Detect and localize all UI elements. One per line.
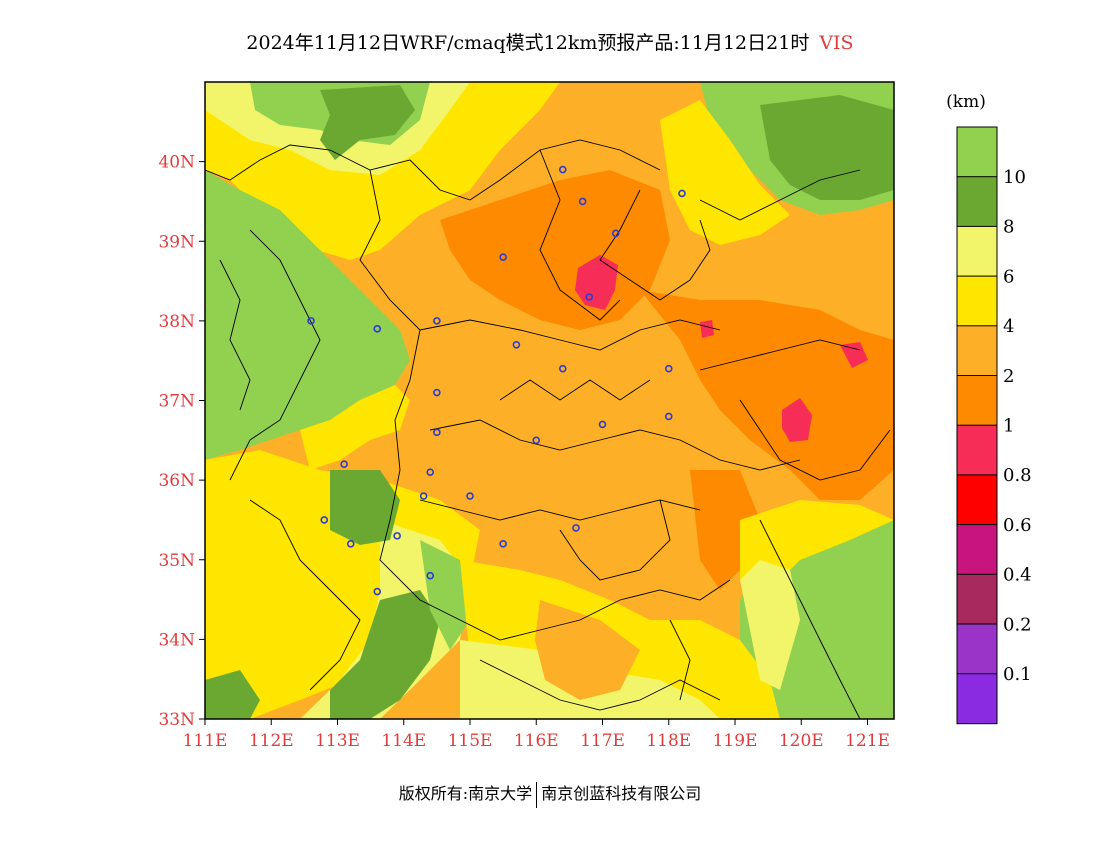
colorbar-bin: [956, 126, 998, 178]
station-marker: [664, 412, 673, 421]
vis-region-west-yellow-edge: [300, 385, 410, 470]
colorbar-label: 0.8: [1003, 465, 1032, 486]
province-borders: [205, 139, 891, 719]
station-marker: [393, 532, 401, 540]
station-marker: [419, 492, 428, 500]
lat-tick-label: 34N: [158, 630, 195, 650]
lat-tick-label: 36N: [158, 471, 195, 491]
lon-tick-label: 120E: [779, 731, 824, 751]
station-marker: [598, 420, 607, 429]
city-stations: [307, 165, 686, 596]
colorbar-label: 6: [1003, 266, 1014, 287]
colorbar-bin: [956, 573, 998, 625]
vis-region-southwest-green: [330, 470, 400, 545]
colorbar-label: 2: [1003, 366, 1014, 387]
colorbar-label: 10: [1003, 167, 1026, 188]
colorbar-bin: [956, 176, 998, 228]
station-marker: [426, 571, 435, 580]
map-title: 2024年11月12日WRF/cmaq模式12km预报产品:11月12日21时 V…: [0, 28, 1100, 55]
station-marker: [346, 540, 355, 548]
lon-tick-label: 115E: [448, 731, 493, 751]
station-marker: [373, 325, 382, 333]
station-marker: [512, 340, 521, 349]
vis-region-coast-red: [840, 342, 868, 368]
colorbar-bin: [956, 424, 998, 476]
station-marker: [558, 165, 567, 174]
copyright-line: 版权所有:南京大学 南京创蓝科技有限公司: [0, 780, 1100, 808]
lat-tick-label: 38N: [158, 312, 195, 332]
vis-region-southwest-yellow: [205, 450, 480, 719]
lon-tick-label: 114E: [381, 731, 426, 751]
copyright-separator: [536, 781, 538, 808]
lon-tick-label: 121E: [845, 731, 890, 751]
colorbar-label: 8: [1003, 217, 1014, 238]
station-marker: [678, 189, 686, 198]
colorbar-label: 0.6: [1003, 515, 1032, 536]
vis-region-southwest-light: [420, 540, 470, 650]
colorbar-bin: [956, 474, 998, 526]
station-marker: [426, 468, 435, 476]
lon-tick-label: 113E: [315, 731, 360, 751]
visibility-field: [205, 82, 894, 719]
colorbar-label: 0.1: [1003, 664, 1032, 685]
station-marker: [611, 229, 620, 238]
station-marker: [572, 524, 580, 532]
station-marker: [433, 317, 441, 325]
station-marker: [585, 293, 594, 301]
station-marker: [433, 428, 441, 437]
colorbar-label: 1: [1003, 416, 1014, 437]
colorbar-label: 4: [1003, 316, 1014, 337]
lon-tick-label: 119E: [713, 731, 758, 751]
copyright-owner: 版权所有:南京大学: [398, 784, 533, 803]
station-marker: [466, 492, 474, 500]
colorbar-bin: [956, 623, 998, 675]
station-marker: [320, 516, 329, 524]
station-marker: [340, 460, 348, 469]
lon-tick-label: 118E: [646, 731, 691, 751]
colorbar-unit: (km): [946, 92, 986, 112]
station-marker: [558, 364, 567, 373]
title-variable: VIS: [819, 32, 854, 54]
vis-region-southeast-lightyellow: [740, 560, 800, 690]
colorbar-bin: [956, 325, 998, 377]
colorbar: (km) 10 8 6 4 2 1 0.8 0.6 0.4 0.2 0.1: [946, 92, 1032, 725]
colorbar-bin: [956, 375, 998, 426]
station-marker: [578, 197, 587, 206]
lat-tick-label: 37N: [158, 392, 195, 412]
vis-region-southwest-corner-green: [205, 670, 260, 719]
map-axes: 111E 112E 113E 114E 115E 116E 117E 118E 119E 120E…: [158, 153, 889, 751]
lat-tick-label: 39N: [158, 232, 195, 252]
lat-tick-label: 35N: [158, 551, 195, 571]
lon-tick-label: 116E: [514, 731, 559, 751]
lon-tick-label: 112E: [249, 731, 294, 751]
vis-region-small-red: [700, 320, 714, 338]
vis-region-south-green: [330, 590, 440, 719]
station-marker: [307, 317, 315, 325]
vis-region-northeast-darkgreen: [760, 95, 894, 200]
station-marker: [664, 364, 673, 373]
title-text: 2024年11月12日WRF/cmaq模式12km预报产品:11月12日21时: [246, 32, 810, 54]
vis-region-north-darkgreen: [320, 85, 415, 160]
vis-region-northeast-yellow: [660, 100, 790, 245]
station-marker: [532, 436, 541, 445]
colorbar-bin: [956, 524, 998, 576]
colorbar-bin: [956, 275, 998, 327]
lon-tick-label: 117E: [580, 731, 625, 751]
station-marker: [433, 388, 441, 397]
station-marker: [499, 253, 507, 261]
copyright-company: 南京创蓝科技有限公司: [541, 784, 702, 803]
colorbar-bin: [956, 673, 998, 725]
colorbar-label: 0.4: [1003, 565, 1032, 586]
colorbar-label: 0.2: [1003, 614, 1032, 635]
lat-tick-label: 33N: [158, 710, 195, 730]
station-marker: [373, 587, 382, 596]
lon-tick-label: 111E: [183, 731, 228, 751]
vis-region-shandong-red: [782, 398, 812, 442]
colorbar-bin: [956, 225, 998, 277]
station-marker: [499, 540, 507, 548]
lat-tick-label: 40N: [158, 153, 195, 173]
